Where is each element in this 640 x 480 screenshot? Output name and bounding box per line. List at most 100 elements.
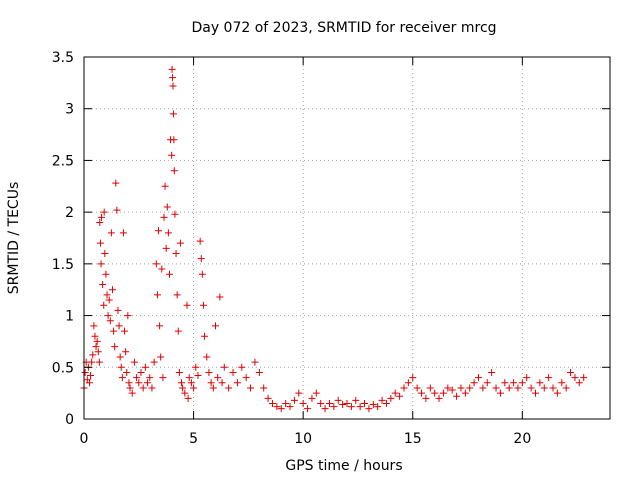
data-point — [201, 332, 209, 340]
data-point — [321, 405, 329, 413]
data-point — [343, 399, 351, 407]
data-point — [178, 379, 186, 387]
data-point — [110, 327, 118, 335]
data-point — [277, 405, 285, 413]
data-point — [242, 374, 250, 382]
data-point — [214, 374, 222, 382]
data-point — [251, 358, 259, 366]
data-point — [196, 237, 204, 245]
data-point — [387, 394, 395, 402]
data-point — [119, 229, 127, 237]
data-point — [475, 374, 482, 382]
data-point — [117, 363, 125, 371]
data-point — [162, 244, 170, 252]
data-point — [273, 403, 281, 411]
data-point — [531, 389, 539, 397]
data-points — [80, 65, 588, 413]
data-point — [171, 210, 179, 218]
data-point — [225, 384, 233, 392]
data-point — [169, 110, 177, 118]
data-point — [106, 317, 114, 325]
data-point — [218, 379, 226, 387]
data-point — [199, 301, 207, 309]
data-point — [102, 270, 110, 278]
data-point — [304, 405, 312, 413]
chart-title: Day 072 of 2023, SRMTID for receiver mrc… — [191, 20, 496, 36]
y-tick-label: 2 — [65, 205, 74, 221]
data-point — [144, 379, 152, 387]
data-point — [103, 291, 111, 299]
data-point — [150, 358, 158, 366]
data-point — [156, 322, 164, 330]
data-point — [181, 389, 189, 397]
data-point — [137, 368, 145, 376]
data-point — [135, 379, 143, 387]
data-point — [198, 270, 206, 278]
data-point — [453, 392, 461, 400]
data-point — [203, 353, 211, 361]
data-point — [164, 229, 172, 237]
data-point — [160, 213, 168, 221]
data-point — [185, 374, 193, 382]
data-point — [152, 260, 160, 268]
data-point — [159, 374, 167, 382]
data-point — [133, 374, 141, 382]
x-tick-label: 10 — [294, 431, 312, 447]
data-point — [448, 386, 456, 394]
data-point — [435, 394, 443, 402]
data-point — [87, 372, 95, 380]
data-point — [339, 401, 347, 409]
data-point — [483, 379, 491, 387]
data-point — [121, 327, 129, 335]
data-point — [365, 405, 373, 413]
data-point — [81, 368, 89, 376]
data-point — [169, 74, 177, 82]
data-point — [580, 374, 588, 382]
data-point — [192, 363, 200, 371]
data-point — [496, 389, 504, 397]
data-point — [330, 403, 338, 411]
data-point — [108, 286, 116, 294]
data-point — [165, 270, 173, 278]
data-point — [553, 389, 561, 397]
y-tick-label: 1.5 — [52, 257, 74, 273]
data-point — [128, 389, 136, 397]
x-tick-labels: 0 5 10 15 20 — [80, 431, 532, 447]
data-point — [107, 229, 115, 237]
data-point — [85, 379, 93, 387]
data-point — [158, 265, 166, 273]
data-point — [567, 368, 575, 376]
data-point — [439, 389, 447, 397]
data-point — [325, 399, 333, 407]
data-point — [184, 394, 192, 402]
data-point — [114, 306, 122, 314]
data-point — [549, 384, 557, 392]
data-point — [268, 399, 276, 407]
data-point — [187, 379, 195, 387]
data-point — [148, 384, 156, 392]
data-point — [99, 281, 107, 289]
data-point — [361, 399, 369, 407]
data-point — [173, 291, 181, 299]
data-point — [369, 401, 377, 409]
data-point — [170, 136, 178, 144]
data-point — [220, 363, 228, 371]
data-point — [116, 353, 124, 361]
data-point — [216, 293, 224, 301]
data-point — [96, 239, 104, 247]
data-point — [90, 322, 98, 330]
data-point — [501, 379, 509, 387]
data-point — [382, 399, 390, 407]
data-point — [334, 396, 342, 404]
data-point — [179, 384, 187, 392]
data-point — [444, 384, 452, 392]
data-point — [409, 374, 417, 382]
data-point — [378, 396, 386, 404]
data-point — [396, 392, 404, 400]
data-point — [91, 332, 99, 340]
data-point — [161, 182, 169, 190]
data-point — [426, 384, 434, 392]
data-point — [95, 358, 103, 366]
data-point — [466, 384, 474, 392]
data-point — [290, 396, 298, 404]
